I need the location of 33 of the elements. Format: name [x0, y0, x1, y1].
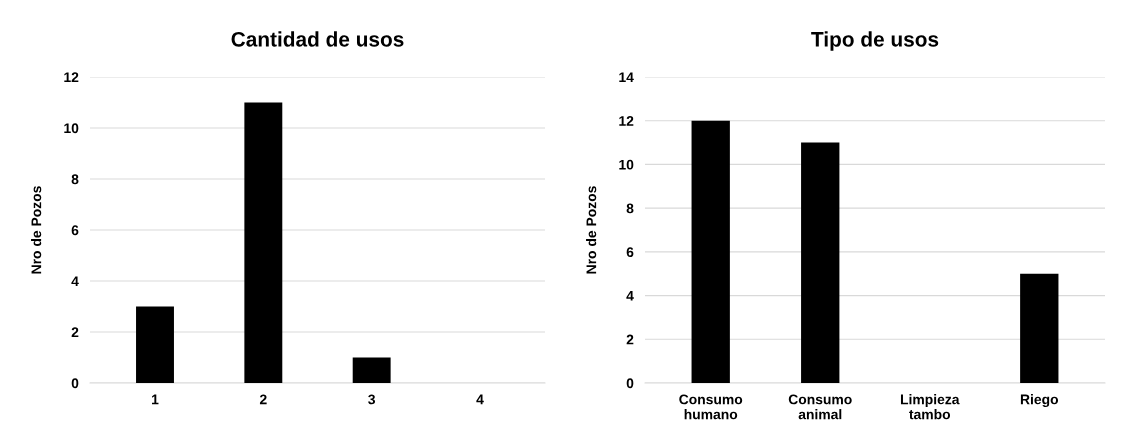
y-tick-label: 14 — [619, 72, 634, 83]
x-tick-label: 4 — [476, 394, 484, 405]
y-tick-label: 2 — [626, 334, 634, 345]
y-tick-label: 8 — [626, 203, 634, 214]
y-tick-label: 10 — [619, 159, 634, 170]
bar — [136, 306, 174, 383]
bar — [1020, 273, 1059, 383]
x-tick-label: Consumo animal — [788, 394, 852, 420]
x-tick-label: Limpieza tambo — [900, 394, 960, 420]
x-tick-label: Consumo humano — [679, 394, 743, 420]
y-tick-label: 2 — [71, 327, 79, 338]
chart-title: Tipo de usos — [811, 31, 939, 51]
bar — [244, 102, 283, 383]
x-tick-label: 1 — [152, 394, 159, 405]
y-tick-label: 12 — [64, 72, 79, 83]
y-tick-label: 0 — [626, 378, 634, 389]
y-axis-title: Nro de Pozos — [31, 186, 42, 274]
y-tick-label: 10 — [64, 123, 79, 134]
y-tick-label: 6 — [71, 225, 79, 236]
chart-title: Cantidad de usos — [231, 31, 404, 47]
x-tick-label: Riego — [1020, 394, 1059, 408]
x-tick-label: 3 — [368, 394, 376, 405]
bar — [801, 142, 840, 383]
bar — [352, 357, 391, 383]
y-axis-title: Nro de Pozos — [586, 186, 597, 274]
y-tick-label: 6 — [626, 247, 634, 258]
y-tick-label: 4 — [626, 291, 634, 301]
y-tick-label: 12 — [619, 116, 634, 126]
y-tick-label: 0 — [71, 378, 79, 389]
bar — [691, 120, 730, 383]
x-tick-label: 2 — [259, 394, 267, 405]
y-tick-label: 8 — [71, 174, 79, 185]
y-tick-label: 4 — [71, 276, 79, 287]
